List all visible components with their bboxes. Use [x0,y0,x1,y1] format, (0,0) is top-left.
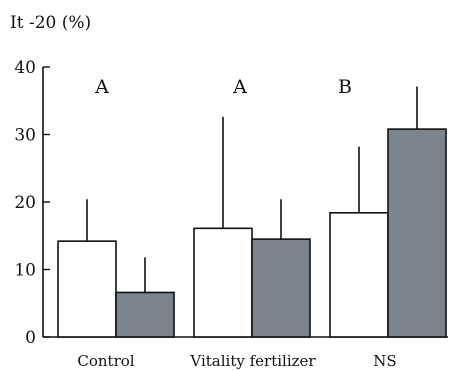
y-tick-label: 40 [14,58,36,78]
x-tick-label: Vitality fertilizer [189,352,316,370]
y-tick-label: 10 [14,261,36,281]
bar [115,291,175,338]
y-ticks: 0 10 20 30 40 [14,58,50,348]
error-bars [86,86,418,293]
bar [193,227,253,338]
group-letter: A [232,76,247,98]
bar [57,240,117,338]
group-letter: A [94,76,109,98]
x-tick-label: Control [77,352,134,370]
bar [251,238,311,338]
bars [57,128,447,338]
y-tick-label: 30 [14,126,36,146]
x-tick-label: NS [373,352,396,370]
y-tick-label: 0 [25,328,36,348]
group-letter: B [338,76,352,98]
y-tick-label: 20 [14,193,36,213]
x-tick-labels: Control Vitality fertilizer NS [77,352,396,370]
bar [329,212,389,338]
y-axis-label: It -20 (%) [10,13,91,33]
bar [387,128,447,338]
